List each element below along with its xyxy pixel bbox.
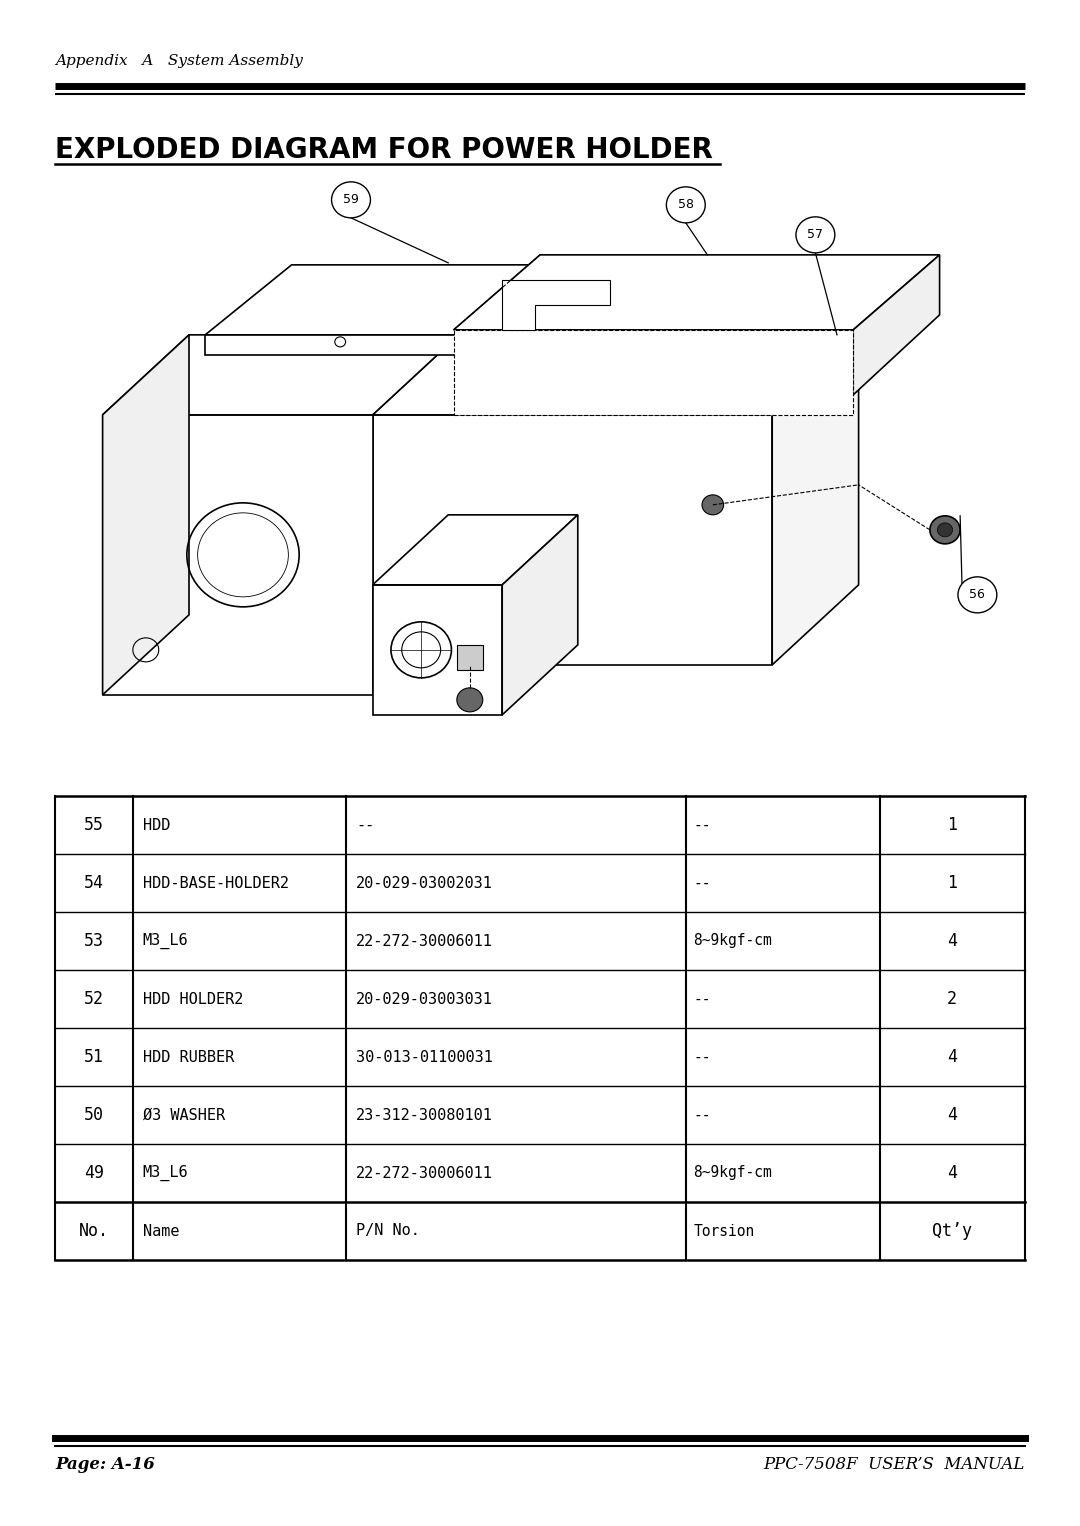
Text: 59: 59 (343, 194, 359, 206)
Text: 4: 4 (947, 1048, 957, 1067)
Circle shape (937, 523, 953, 537)
Text: 4: 4 (947, 1164, 957, 1183)
Text: 4: 4 (947, 932, 957, 951)
Circle shape (702, 494, 724, 514)
Text: 51: 51 (84, 1048, 104, 1067)
Text: M3_L6: M3_L6 (143, 932, 188, 949)
Polygon shape (373, 415, 772, 665)
Text: 8~9kgf-cm: 8~9kgf-cm (693, 934, 772, 949)
Text: 8~9kgf-cm: 8~9kgf-cm (693, 1166, 772, 1181)
Polygon shape (103, 415, 373, 694)
Circle shape (930, 516, 960, 543)
Text: 1: 1 (947, 816, 957, 835)
Polygon shape (454, 330, 853, 415)
Text: HDD-BASE-HOLDER2: HDD-BASE-HOLDER2 (143, 876, 288, 891)
Polygon shape (572, 266, 659, 356)
Text: 56: 56 (970, 589, 985, 601)
Text: 20-029-03002031: 20-029-03002031 (356, 876, 492, 891)
Text: HDD HOLDER2: HDD HOLDER2 (143, 992, 243, 1007)
Text: Appendix   A   System Assembly: Appendix A System Assembly (55, 53, 302, 69)
Text: 55: 55 (84, 816, 104, 835)
Polygon shape (373, 584, 502, 714)
Text: HDD: HDD (143, 818, 170, 833)
Circle shape (666, 186, 705, 223)
Text: M3_L6: M3_L6 (143, 1164, 188, 1181)
Text: 2: 2 (947, 990, 957, 1009)
Text: 50: 50 (84, 1106, 104, 1125)
Text: 53: 53 (84, 932, 104, 951)
Polygon shape (103, 334, 459, 415)
Circle shape (958, 577, 997, 613)
Text: --: -- (693, 992, 711, 1007)
Text: --: -- (693, 876, 711, 891)
Text: P/N No.: P/N No. (356, 1224, 420, 1239)
Text: EXPLODED DIAGRAM FOR POWER HOLDER: EXPLODED DIAGRAM FOR POWER HOLDER (55, 136, 713, 163)
Text: Page: A-16: Page: A-16 (55, 1456, 154, 1473)
Circle shape (457, 688, 483, 711)
Polygon shape (853, 255, 940, 395)
Text: --: -- (693, 1050, 711, 1065)
Polygon shape (103, 334, 189, 694)
Text: 57: 57 (808, 229, 823, 241)
Text: 30-013-01100031: 30-013-01100031 (356, 1050, 492, 1065)
Text: Name: Name (143, 1224, 179, 1239)
Polygon shape (205, 334, 572, 356)
Text: 49: 49 (84, 1164, 104, 1183)
Text: 22-272-30006011: 22-272-30006011 (356, 934, 492, 949)
Text: 1: 1 (947, 874, 957, 893)
Text: 22-272-30006011: 22-272-30006011 (356, 1166, 492, 1181)
Text: HDD RUBBER: HDD RUBBER (143, 1050, 234, 1065)
Text: Ø3 WASHER: Ø3 WASHER (143, 1108, 225, 1123)
Text: No.: No. (79, 1222, 109, 1241)
Polygon shape (502, 279, 610, 330)
Text: 54: 54 (84, 874, 104, 893)
Text: --: -- (356, 818, 375, 833)
Polygon shape (772, 334, 859, 665)
Circle shape (332, 182, 370, 218)
Text: 20-029-03003031: 20-029-03003031 (356, 992, 492, 1007)
Circle shape (796, 217, 835, 253)
Text: Qt’y: Qt’y (932, 1222, 972, 1241)
Text: --: -- (693, 818, 711, 833)
Polygon shape (373, 514, 578, 584)
Polygon shape (205, 266, 659, 334)
Text: 4: 4 (947, 1106, 957, 1125)
Polygon shape (454, 255, 940, 330)
Text: 52: 52 (84, 990, 104, 1009)
Text: Torsion: Torsion (693, 1224, 755, 1239)
Text: 58: 58 (678, 198, 693, 212)
Polygon shape (457, 645, 483, 670)
Text: 23-312-30080101: 23-312-30080101 (356, 1108, 492, 1123)
Polygon shape (373, 334, 859, 415)
Text: PPC-7508F  USER’S  MANUAL: PPC-7508F USER’S MANUAL (764, 1456, 1025, 1473)
Text: --: -- (693, 1108, 711, 1123)
Polygon shape (502, 514, 578, 714)
